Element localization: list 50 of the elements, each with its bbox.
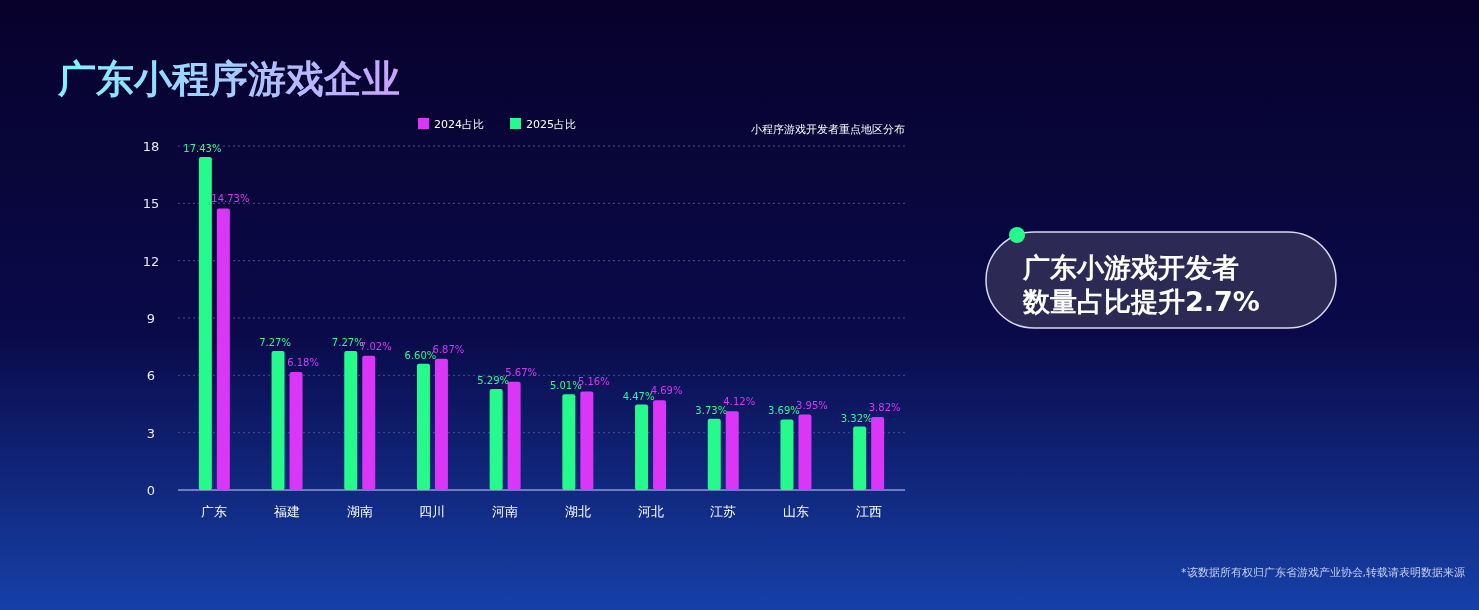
x-tick-label: 四川 xyxy=(419,504,446,519)
y-tick-label: 6 xyxy=(146,368,156,384)
y-tick-label: 3 xyxy=(146,425,156,441)
bar xyxy=(780,419,794,490)
text: 广东小游戏开发者数量占比提升2.7% xyxy=(1022,252,1260,317)
bar xyxy=(562,394,576,490)
bar xyxy=(489,388,503,490)
bar xyxy=(344,351,358,490)
y-tick-label: 9 xyxy=(146,311,156,326)
data-label: 3.82% xyxy=(868,402,901,413)
bar xyxy=(853,426,867,490)
chart-title: 广东小程序游戏企业 xyxy=(57,57,400,101)
data-label: 3.69% xyxy=(768,405,800,417)
bar xyxy=(216,208,230,490)
bar xyxy=(653,400,667,490)
x-tick-label: 河南 xyxy=(492,504,519,519)
data-label: 3.32% xyxy=(840,412,873,424)
x-tick-label: 江西 xyxy=(855,504,882,519)
bar xyxy=(635,404,649,490)
legend-label: 2024占比 xyxy=(434,118,484,131)
data-label: 7.27% xyxy=(259,337,291,349)
y-tick-label: 18 xyxy=(142,139,160,154)
bar xyxy=(289,371,303,490)
bar xyxy=(707,418,721,490)
y-tick-label: 0 xyxy=(146,483,156,498)
x-tick-label: 河北 xyxy=(637,504,664,519)
data-label: 6.87% xyxy=(432,343,465,355)
bar xyxy=(580,391,594,490)
bar xyxy=(362,355,376,490)
chart-subtitle: 小程序游戏开发者重点地区分布 xyxy=(751,123,905,136)
x-tick-label: 湖南 xyxy=(346,504,373,519)
x-tick-label: 广东 xyxy=(201,504,228,519)
text: *该数据所有权归广东省游戏产业协会,转载请表明数据来源 xyxy=(1181,566,1465,579)
bar xyxy=(198,156,212,490)
x-tick-label: 山东 xyxy=(782,504,809,519)
bar xyxy=(725,411,739,490)
data-label: 6.18% xyxy=(287,356,319,368)
data-label: 17.43% xyxy=(183,142,222,154)
bar xyxy=(416,363,430,490)
bar xyxy=(271,351,285,490)
data-label: 14.73% xyxy=(211,193,250,205)
x-tick-label: 福建 xyxy=(274,504,301,519)
bar xyxy=(434,358,448,490)
y-tick-label: 15 xyxy=(142,196,160,212)
x-tick-label: 江苏 xyxy=(710,504,737,519)
bar xyxy=(798,414,812,490)
y-tick-label: 12 xyxy=(142,253,160,269)
legend-label: 2025占比 xyxy=(526,118,576,131)
bar xyxy=(871,417,885,490)
x-tick-label: 湖北 xyxy=(564,504,591,519)
